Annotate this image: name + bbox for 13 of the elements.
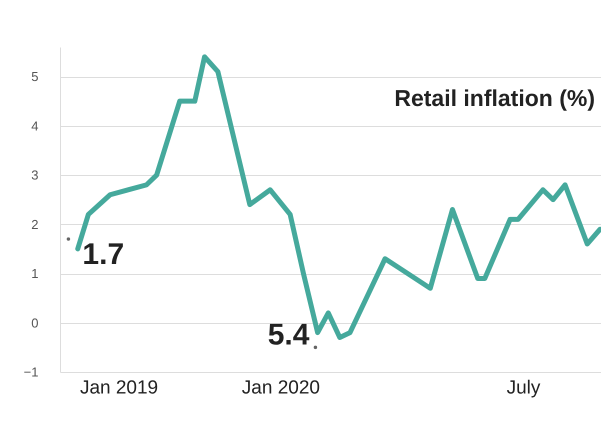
y-tick-label: 3 — [31, 168, 38, 183]
y-tick-label: 4 — [31, 118, 38, 134]
annotation: 5.4 — [268, 318, 310, 352]
annotation: 1.7 — [82, 238, 124, 272]
x-tick-label: July — [506, 378, 541, 398]
x-tick-label: Jan 2020 — [242, 378, 320, 398]
y-tick-label: 1 — [31, 266, 38, 282]
y-tick-label: 2 — [31, 216, 38, 232]
text: Retail inflation (%) — [394, 85, 595, 111]
y-tick-label: 0 — [31, 315, 38, 330]
x-tick-label: Jan 2019 — [80, 378, 158, 398]
y-tick-label: −1 — [24, 364, 38, 380]
y-tick-label: 5 — [31, 69, 38, 84]
